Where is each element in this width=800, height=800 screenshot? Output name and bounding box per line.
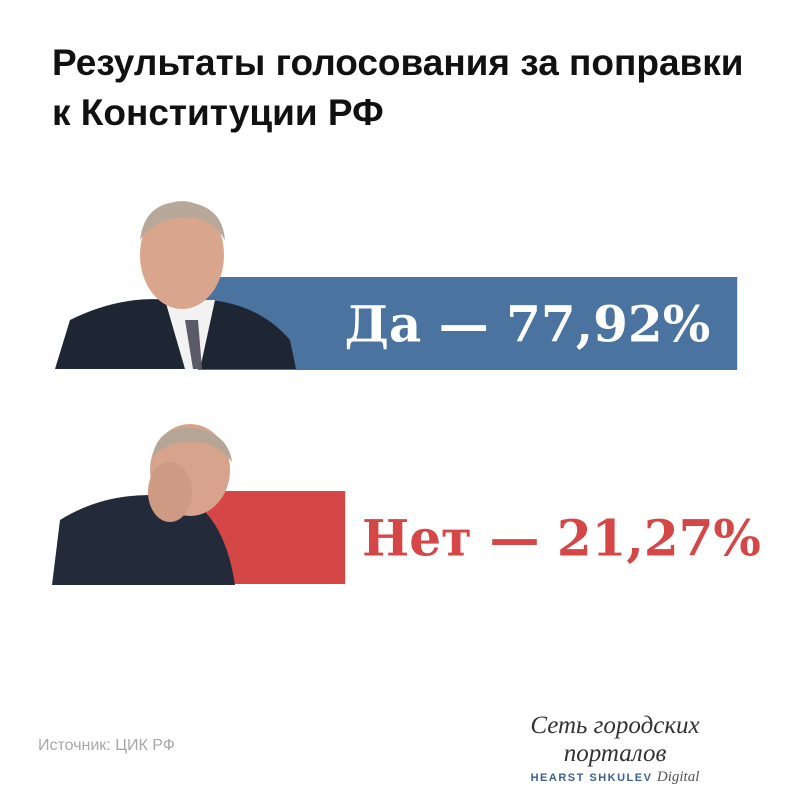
logo-line1: Сеть городских порталов xyxy=(530,712,700,767)
publisher-logo: Сеть городских порталов HEARST SHKULEV D… xyxy=(490,712,740,786)
logo-line3: Digital xyxy=(656,769,700,785)
data-label-yes: Да — 77,92% xyxy=(344,295,710,354)
logo-line2: HEARST SHKULEV xyxy=(530,772,653,784)
chart-title: Результаты голосования за поправки к Кон… xyxy=(52,42,744,133)
photo-smiling-man xyxy=(55,201,296,369)
photo-tired-man xyxy=(52,424,235,585)
data-label-no: Нет — 21,27% xyxy=(362,509,761,568)
source-note: Источник: ЦИК РФ xyxy=(38,737,175,754)
